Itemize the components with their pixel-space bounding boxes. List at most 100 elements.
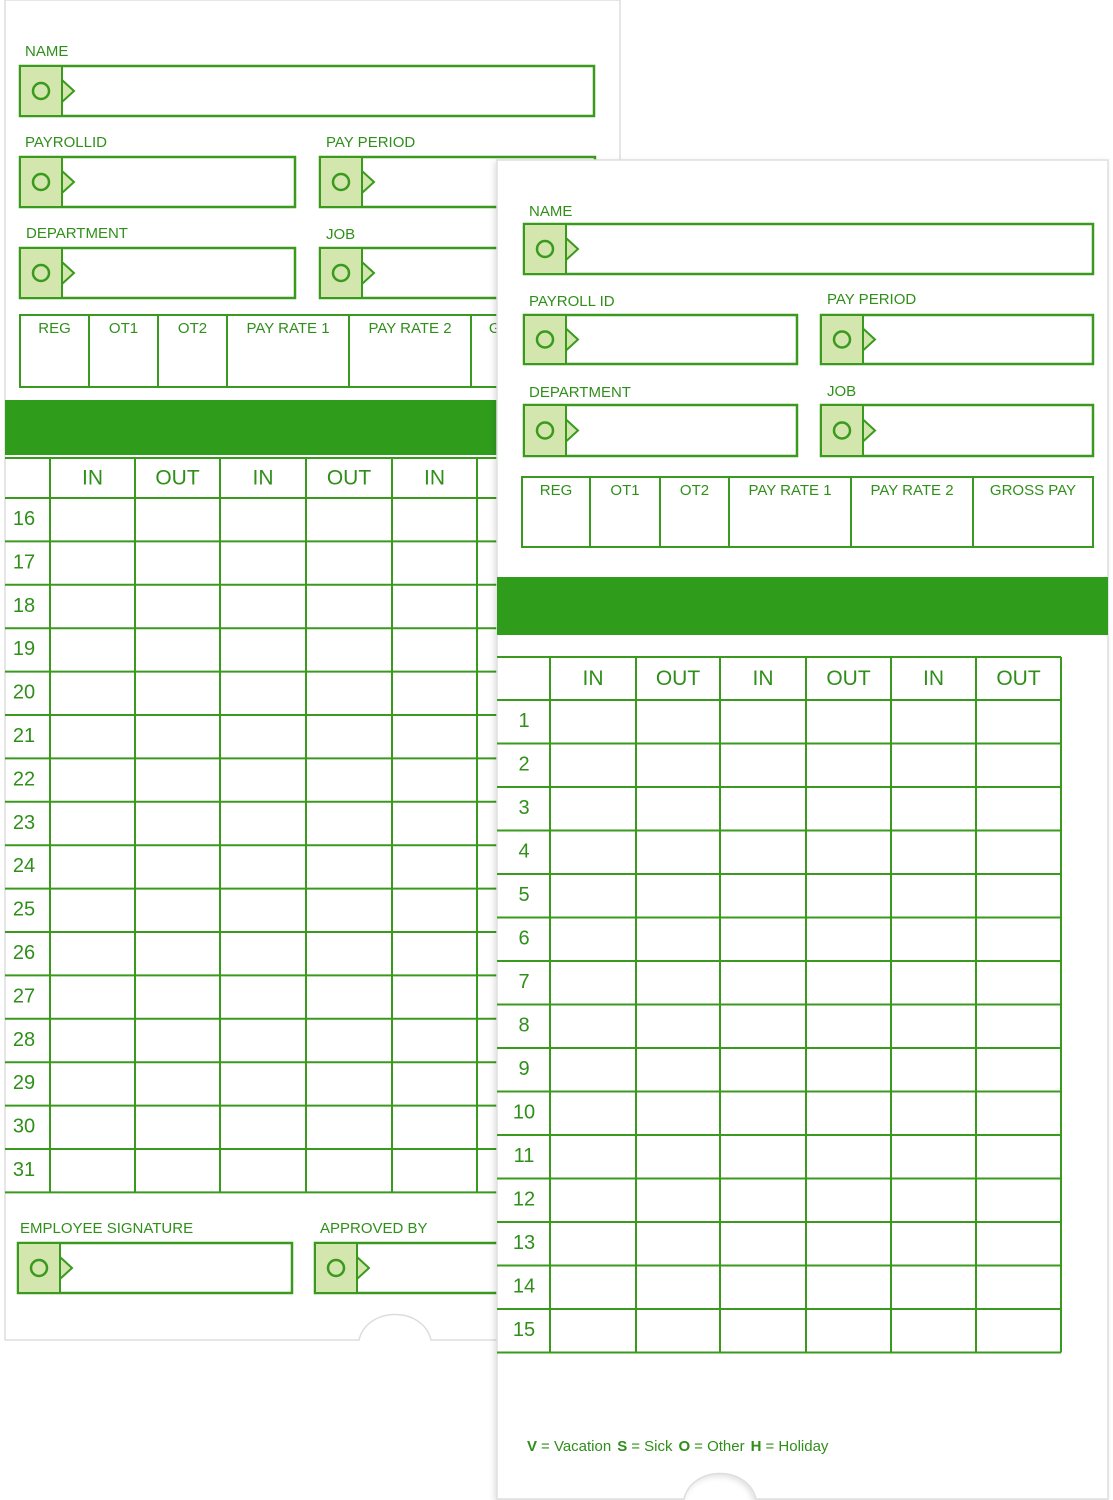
field-icon [523,223,567,275]
legend-code: O [679,1438,691,1455]
field-icon [19,65,63,117]
legend-code: S [617,1438,627,1455]
day-number: 4 [518,841,529,863]
time-column-label: IN [753,667,774,690]
day-number: 10 [513,1102,535,1124]
day-number: 23 [13,812,35,834]
field-icon-arrow [61,77,76,105]
day-number: 31 [13,1159,35,1181]
day-number: 12 [513,1189,535,1211]
field-icon-glyph [331,172,351,192]
field-label: PAYROLLID [25,134,107,151]
day-number: 30 [13,1116,35,1138]
field-icon-arrow [862,417,877,444]
time-column-label: OUT [656,667,701,690]
time-column-label: OUT [155,467,200,490]
time-column-label: IN [583,667,604,690]
field-icon-arrow [61,259,76,287]
field-box [18,155,297,209]
field-icon-arrow [565,417,580,444]
field-icon [319,156,363,208]
field-icon [314,1242,358,1294]
field-icon-arrow [862,326,877,353]
field-icon-arrow [361,168,376,196]
field-icon-glyph [535,239,555,259]
day-number: 15 [513,1319,535,1341]
pay-column-label: OT2 [680,482,709,499]
field-label: JOB [326,226,355,243]
day-number: 14 [513,1276,535,1298]
day-number: 3 [518,797,529,819]
field-icon-arrow [61,168,76,196]
day-number: 8 [518,1015,529,1037]
legend-code: H [751,1438,762,1455]
time-column-label: OUT [996,667,1041,690]
field-icon [17,1242,61,1294]
field-label: PAY PERIOD [827,291,916,308]
field-icon-glyph [31,81,51,101]
pay-column-label: PAY RATE 2 [368,320,451,337]
day-number: 24 [13,855,35,877]
field-icon [523,404,567,457]
day-number: 20 [13,682,35,704]
field-icon [523,314,567,365]
day-number: 16 [13,508,35,530]
day-number: 27 [13,985,35,1007]
field-label: NAME [25,43,68,60]
day-number: 21 [13,725,35,747]
time-column-label: OUT [826,667,871,690]
field-icon-arrow [59,1254,74,1282]
pay-column-label: REG [38,320,71,337]
day-number: 19 [13,638,35,660]
field-icon-glyph [29,1258,49,1278]
legend-text: = Other [694,1438,744,1455]
day-number: 29 [13,1072,35,1094]
day-number: 18 [13,595,35,617]
green-band [497,577,1108,635]
pay-column-label: GROSS PAY [990,482,1076,499]
day-number: 13 [513,1232,535,1254]
field-label: JOB [827,383,856,400]
field-icon-glyph [31,172,51,192]
legend: V = Vacation S = Sick O = Other H = Holiday [527,1438,829,1455]
field-icon-glyph [535,330,555,349]
legend-text: = Vacation [541,1438,611,1455]
field-icon-glyph [832,421,852,440]
day-number: 2 [518,754,529,776]
time-card: NAME PAYROLLID PAY PERIOD DEPARTMENT JOB REG O… [4,0,621,1341]
pay-column-label: PAY RATE 1 [748,482,831,499]
time-column-label: IN [82,467,103,490]
day-number: 9 [518,1058,529,1080]
field-label: NAME [529,203,572,220]
field-icon-glyph [832,330,852,349]
pay-column-label: OT1 [610,482,639,499]
day-number: 11 [514,1145,535,1167]
field-icon [319,247,363,299]
field-icon [19,247,63,299]
day-number: 7 [518,971,529,993]
day-number: 5 [518,884,529,906]
pay-table [521,476,1094,548]
field-label: PAY PERIOD [326,134,415,151]
field-icon [19,156,63,208]
field-label: DEPARTMENT [529,384,631,401]
field-icon-glyph [31,263,51,283]
legend-text: = Holiday [765,1438,828,1455]
field-label: PAYROLL ID [529,293,615,310]
day-number: 22 [13,768,35,790]
field-label: EMPLOYEE SIGNATURE [20,1220,193,1237]
field-label: DEPARTMENT [26,225,128,242]
time-column-label: IN [923,667,944,690]
pay-column-label: PAY RATE 1 [246,320,329,337]
time-card: NAME PAYROLL ID PAY PERIOD DEPARTMENT JOB REG… [496,159,1109,1500]
pay-column-label: REG [540,482,573,499]
pay-column-label: OT1 [109,320,138,337]
field-box [18,64,596,118]
field-icon [820,404,864,457]
legend-code: V [527,1438,537,1455]
time-column-label: OUT [327,467,372,490]
day-number: 28 [13,1029,35,1051]
field-icon-arrow [565,235,580,263]
field-icon-arrow [361,259,376,287]
